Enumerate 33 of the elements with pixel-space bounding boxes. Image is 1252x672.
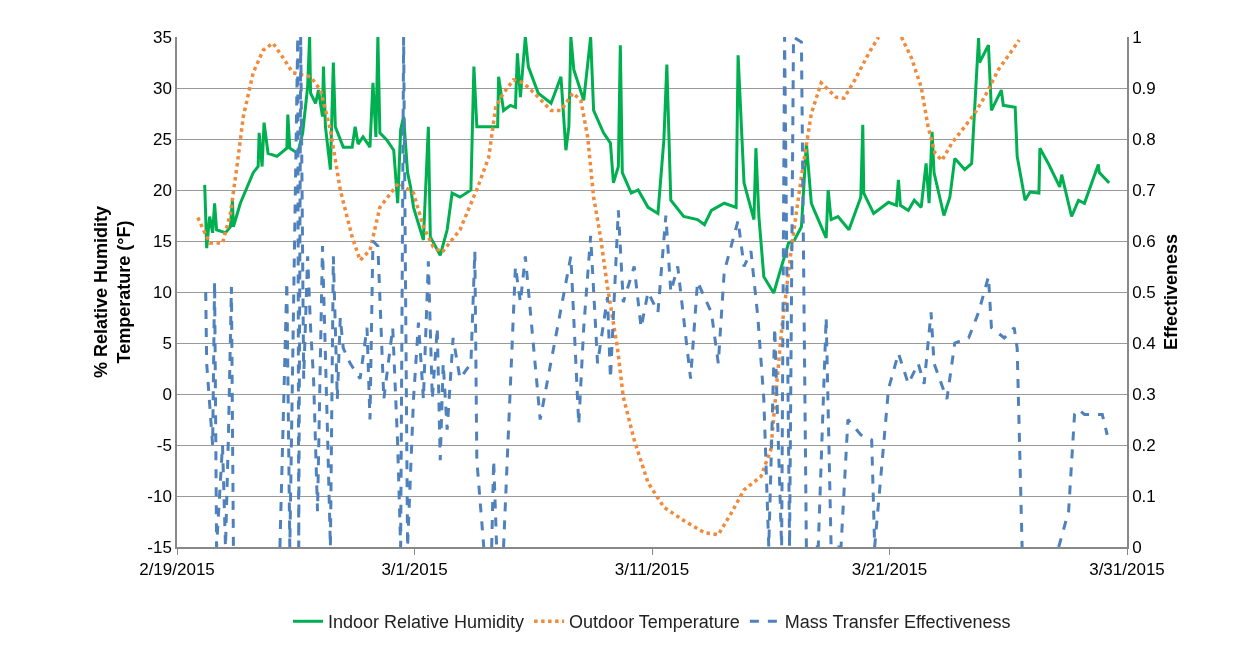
legend-label: Indoor Relative Humidity xyxy=(328,612,525,633)
y2-axis-title: Effectiveness xyxy=(1161,233,1182,351)
y-tick-label: 35 xyxy=(152,27,172,47)
y2-tick-label: 1 xyxy=(1132,27,1142,47)
x-tick-label: 2/19/2015 xyxy=(139,560,215,580)
y-tick-label: 0 xyxy=(162,384,172,404)
y-tick-label: -15 xyxy=(147,537,172,557)
y-tick-label: 20 xyxy=(152,180,172,200)
y-tick-label: 10 xyxy=(152,282,172,302)
x-tick-label: 3/31/2015 xyxy=(1089,560,1165,580)
y2-tick-label: 0 xyxy=(1132,537,1142,557)
legend-label: Outdoor Temperature xyxy=(569,612,740,633)
y2-tick-label: 0.4 xyxy=(1132,333,1156,353)
y2-tick-label: 0.7 xyxy=(1132,180,1156,200)
y-tick-label: 15 xyxy=(152,231,172,251)
y-tick-label: 5 xyxy=(162,333,172,353)
y-tick-label: -5 xyxy=(156,435,172,455)
x-tick-label: 3/1/2015 xyxy=(381,560,448,580)
y2-tick-label: 0.3 xyxy=(1132,384,1156,404)
y-tick-label: 30 xyxy=(152,78,172,98)
y2-tick-label: 0.8 xyxy=(1132,129,1156,149)
y2-tick-label: 0.1 xyxy=(1132,486,1156,506)
y-axis-title: % Relative Humidity Temperature (°F) xyxy=(90,205,134,379)
x-tick-label: 3/11/2015 xyxy=(614,560,690,580)
y-tick-label: -10 xyxy=(147,486,172,506)
line-series xyxy=(203,37,1111,295)
y2-tick-label: 0.2 xyxy=(1132,435,1156,455)
y2-tick-label: 0.9 xyxy=(1132,78,1156,98)
y2-tick-label: 0.6 xyxy=(1132,231,1156,251)
legend-label: Mass Transfer Effectiveness xyxy=(784,612,1011,633)
x-tick-label: 3/21/2015 xyxy=(851,560,928,580)
y-tick-label: 25 xyxy=(152,129,172,149)
y2-tick-label: 0.5 xyxy=(1132,282,1156,302)
